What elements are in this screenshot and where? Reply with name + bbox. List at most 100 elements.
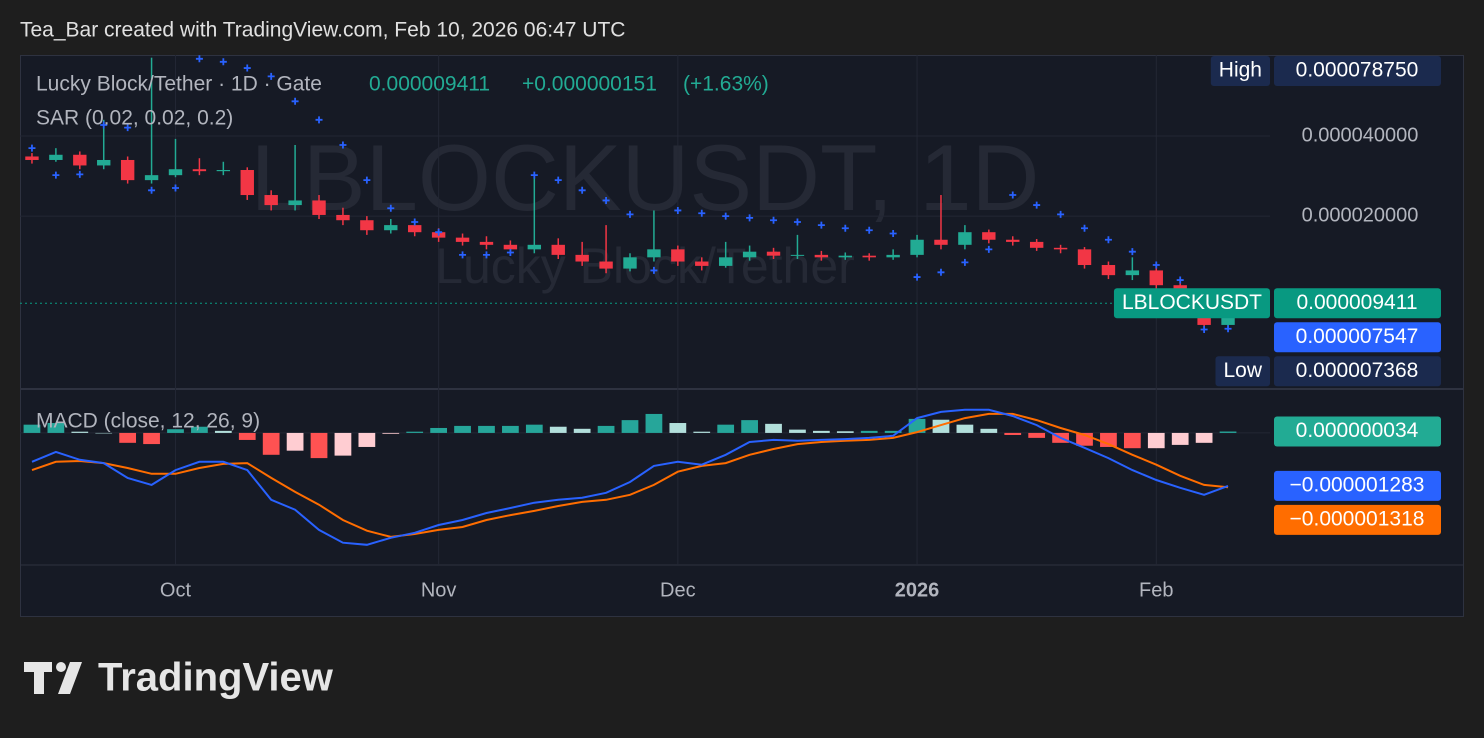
- price-label-box: [1274, 356, 1441, 387]
- sar-point: [291, 97, 299, 105]
- sar-point: [243, 64, 251, 72]
- candle-body: [312, 200, 326, 215]
- legend-macd: MACD (close, 12, 26, 9): [36, 410, 260, 433]
- price-label-box: [1274, 322, 1441, 353]
- histogram-bar: [956, 424, 974, 433]
- header: Tea_Bar created with TradingView.com, Fe…: [20, 19, 625, 42]
- candle-body: [599, 261, 613, 269]
- histogram-bar: [502, 425, 519, 433]
- histogram-bar: [549, 426, 567, 433]
- candle-body: [120, 159, 135, 181]
- sar-point: [937, 268, 945, 276]
- histogram-bar: [238, 432, 256, 440]
- candle-body: [240, 170, 254, 196]
- histogram-bar: [597, 425, 615, 433]
- logo-shape: [34, 662, 44, 694]
- candle-body: [288, 200, 302, 206]
- legend-sar: SAR (0.02, 0.02, 0.2): [36, 107, 233, 130]
- logo-shape: [58, 662, 82, 694]
- candle-body: [766, 251, 781, 256]
- candle-body: [336, 214, 350, 221]
- histogram-bar: [813, 430, 830, 433]
- histogram-bar: [262, 432, 280, 455]
- price-label-box: [1274, 416, 1441, 447]
- price-label-name-box: [1210, 56, 1270, 86]
- sar-point: [267, 72, 275, 80]
- histogram-bar: [358, 432, 376, 447]
- sar-point: [482, 251, 490, 259]
- histogram-bar: [478, 425, 495, 433]
- sar-point: [841, 224, 849, 232]
- sar-point: [171, 184, 179, 192]
- sar-point: [722, 212, 730, 220]
- candle-body: [671, 249, 685, 262]
- macd-line: [31, 408, 1229, 546]
- candle-body: [1006, 239, 1020, 242]
- sar-point: [459, 251, 467, 259]
- x-tick-label: Nov: [421, 579, 457, 601]
- candle-body: [73, 154, 87, 166]
- sar-point: [1009, 191, 1017, 199]
- histogram-bar: [1219, 431, 1237, 433]
- candle-body: [886, 254, 900, 258]
- histogram-bar: [693, 431, 711, 433]
- candle-body: [862, 255, 876, 258]
- sar-point: [674, 206, 682, 214]
- watermark: LBLOCKUSDT, 1D: [251, 125, 1040, 230]
- histogram-bar: [621, 420, 639, 433]
- price-label: −0.000001283: [1290, 473, 1425, 496]
- histogram-bar: [1028, 432, 1046, 438]
- legend-change: +0.000000151: [522, 73, 657, 96]
- brand-name: TradingView: [98, 656, 334, 700]
- sar-point: [578, 186, 586, 194]
- histogram-bar: [980, 428, 998, 433]
- sar-point: [554, 176, 562, 184]
- sar-point: [746, 214, 754, 222]
- sar-point: [506, 248, 514, 256]
- candle-body: [168, 169, 183, 176]
- sar-point: [793, 218, 801, 226]
- x-tick-label: 2026: [895, 579, 940, 601]
- histogram-bar: [310, 432, 328, 459]
- candle-body: [1053, 247, 1068, 250]
- histogram-bar: [573, 428, 591, 433]
- x-tick-label: Oct: [160, 579, 192, 601]
- sar-point: [411, 218, 419, 226]
- histogram-bar: [765, 423, 782, 433]
- sar-point: [1152, 261, 1160, 269]
- histogram-bar: [143, 432, 160, 445]
- histogram-bar: [1171, 432, 1189, 445]
- histogram-bar: [884, 430, 902, 433]
- candle-body: [623, 257, 637, 269]
- candle-body: [216, 170, 231, 172]
- histogram-bar: [645, 413, 663, 433]
- histogram-bar: [214, 430, 232, 433]
- candle-body: [1077, 249, 1092, 266]
- histogram-bar: [119, 432, 137, 443]
- price-label-name: LBLOCKUSDT: [1122, 291, 1262, 314]
- y-tick-label: 0.000020000: [1302, 204, 1419, 226]
- sar-point: [1081, 224, 1089, 232]
- sar-point: [148, 186, 156, 194]
- x-tick-label: Feb: [1139, 579, 1173, 601]
- sar-point: [435, 228, 443, 236]
- candle-body: [360, 220, 374, 231]
- histogram-bar: [789, 429, 806, 433]
- sar-point: [1033, 201, 1041, 209]
- candle-body: [49, 154, 63, 160]
- histogram-bar: [191, 426, 208, 433]
- price-label-box: [1274, 470, 1441, 501]
- sar-point: [124, 124, 132, 132]
- chart-panel: [20, 55, 1464, 617]
- histogram-bar: [286, 432, 304, 451]
- histogram-bar: [334, 432, 352, 456]
- price-label: 0.000000034: [1296, 419, 1419, 442]
- histogram-bar: [836, 431, 854, 433]
- histogram-bar: [860, 430, 878, 433]
- histogram-bar: [23, 424, 41, 433]
- y-tick-label: 0.000040000: [1302, 124, 1419, 146]
- price-label-box: [1274, 56, 1441, 86]
- x-tick-label: Dec: [660, 579, 696, 601]
- sar-point: [219, 58, 227, 66]
